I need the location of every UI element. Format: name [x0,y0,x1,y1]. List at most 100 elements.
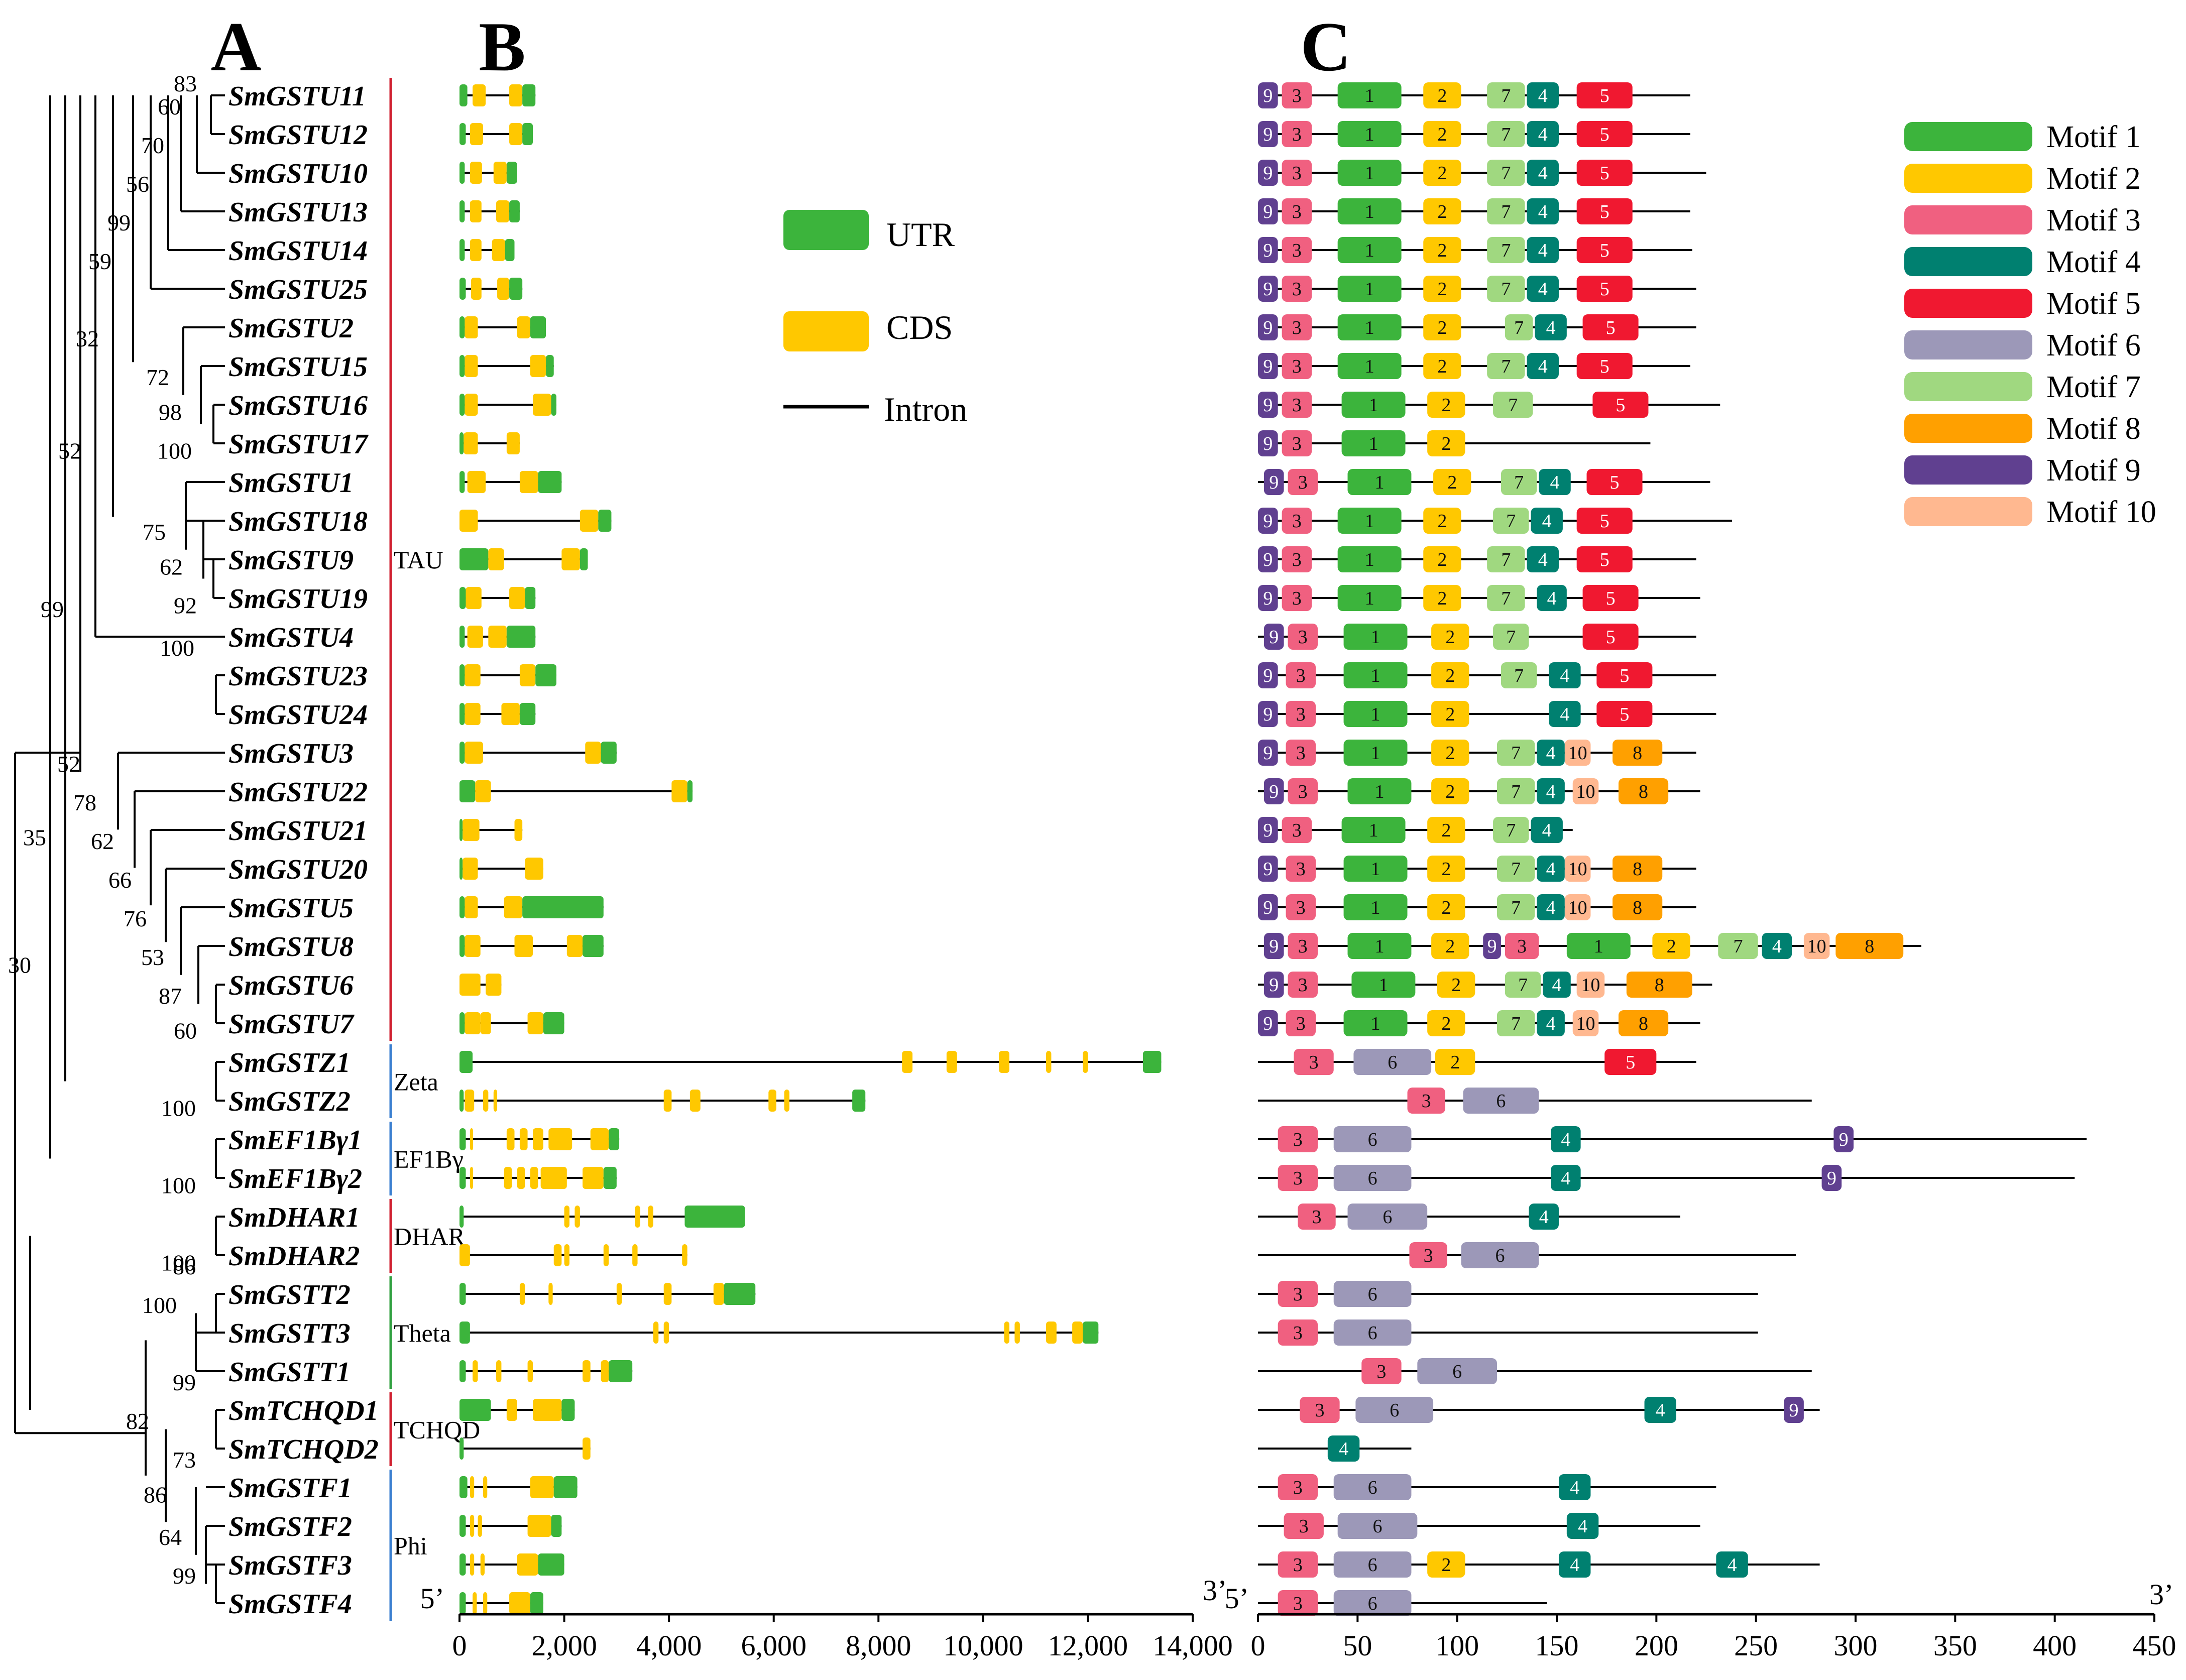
motif-box [1333,1281,1412,1307]
motif-box [1278,1590,1318,1616]
motif-legend-swatch [1904,330,2032,359]
motif-legend-label: Motif 5 [2046,287,2141,321]
motif-box [1258,392,1278,418]
motif-box [1527,276,1559,302]
motif-box [1497,1010,1535,1036]
cds-block [583,1360,591,1382]
motif-box [1258,314,1278,340]
motif-number: 2 [1451,975,1461,996]
legend-cds-label: CDS [886,308,953,346]
motif-box [1487,353,1525,379]
cds-block [470,1515,475,1537]
motif-number: 4 [1542,820,1552,841]
gene-name: SmGSTF3 [228,1550,352,1581]
motif-legend-swatch [1904,414,2032,443]
motif-number: 1 [1371,1013,1380,1034]
motif-number: 7 [1501,163,1511,184]
motif-box [1644,1397,1676,1423]
motif-number: 2 [1447,472,1457,493]
cds-block [583,1167,604,1189]
cds-block [585,742,601,764]
motif-box [1537,856,1565,882]
cds-block [501,703,520,725]
panel-c-label: C [1300,8,1351,86]
motif-number: 4 [1570,1477,1579,1498]
motif-box [1531,817,1563,843]
gene-name: SmEF1Bγ2 [228,1163,362,1194]
cds-block [583,1437,591,1460]
motif-number: 9 [1839,1129,1849,1150]
motif-box [1618,1010,1669,1036]
utr-block [459,1283,466,1305]
gene-name: SmGSTU6 [228,970,354,1001]
motif-number: 7 [1511,897,1521,918]
motif-number: 1 [1365,549,1374,570]
cds-block [470,1553,475,1576]
bootstrap-value: 75 [143,519,166,545]
motif-number: 4 [1550,472,1560,493]
gene-name: SmGSTU18 [228,506,368,537]
motif-number: 4 [1561,1129,1570,1150]
motif-legend-swatch [1904,122,2032,151]
phylogenetic-tree: 8360705699597298100327562925210099527862… [8,71,225,1604]
cds-block [483,1592,488,1614]
motif-box [1423,508,1461,534]
motif-box [1288,972,1318,998]
bootstrap-value: 87 [159,983,182,1009]
cds-block [1014,1322,1020,1344]
x-axis-tick-label: 12,000 [1048,1629,1128,1662]
motif-box [1347,778,1412,804]
utr-block [609,1360,633,1382]
cds-block [663,1283,672,1305]
cds-block [580,510,599,532]
motif-number: 9 [1269,936,1279,957]
motif-box [1564,740,1591,766]
motif-box [1343,701,1408,727]
motif-box [1343,894,1408,920]
cds-block [519,1283,525,1305]
utr-block [519,703,536,725]
motif-box [1551,1126,1581,1152]
motif-box [1423,276,1461,302]
utr-block [522,123,533,145]
utr-block [505,239,515,261]
motif-number: 6 [1368,1284,1377,1305]
cds-block [465,896,478,918]
motif-box [1282,314,1312,340]
motif-box [1423,585,1461,611]
motif-box [1497,740,1535,766]
motif-number: 4 [1538,201,1548,222]
bootstrap-value: 66 [108,867,132,893]
cds-block [590,1128,609,1150]
motif-box [1361,1358,1402,1384]
motif-number: 8 [1865,936,1874,957]
motif-box [1613,894,1663,920]
bootstrap-value: 100 [142,1292,177,1318]
subfamily-label: DHAR [394,1223,465,1251]
motif-box [1652,933,1690,959]
motif-number: 4 [1560,704,1569,725]
utr-block [459,278,466,300]
motif-number: 6 [1383,1207,1392,1228]
motif-box [1493,392,1533,418]
motif-box [1529,1204,1559,1230]
gene-name: SmGSTU12 [228,119,368,151]
motif-box [1431,933,1469,959]
motif-box [1258,82,1278,108]
cds-block [517,1553,538,1576]
motif-box [1539,469,1571,495]
motif-box [1343,856,1408,882]
gene-name: SmGSTU25 [228,274,368,305]
motif-number: 5 [1600,279,1609,300]
cds-block [506,1128,515,1150]
motif-box [1487,198,1525,224]
cds-block [635,1206,640,1228]
motif-box [1618,778,1669,804]
motif-box [1343,662,1408,688]
utr-block [459,548,489,570]
motif-box [1347,933,1412,959]
cds-block [480,1012,491,1034]
motif-box [1333,1319,1412,1346]
motif-number: 2 [1445,627,1455,648]
legend-intron-label: Intron [884,390,967,428]
